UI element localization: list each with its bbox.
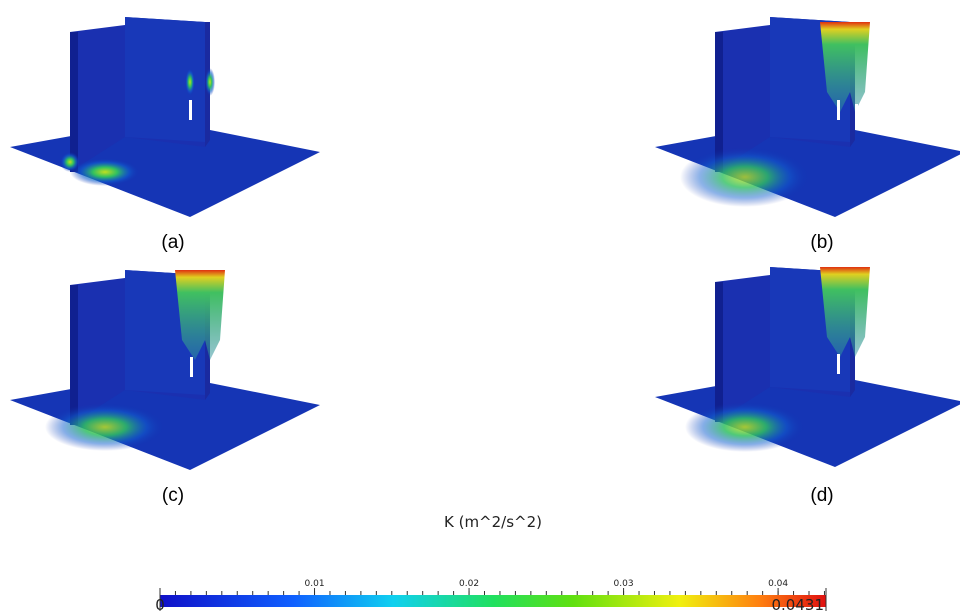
end-label: 0.0431	[772, 596, 825, 611]
panel-d	[655, 267, 960, 467]
tick-label: 0.03	[614, 579, 634, 589]
tick-label: 0.04	[768, 579, 788, 589]
colorbar	[160, 595, 826, 607]
panel-label: (d)	[810, 485, 833, 506]
figure: (a) (b) (c) (d) K (m^2/s^2) 0.01 0.02 0.03…	[0, 0, 960, 611]
tick-label: 0.02	[459, 579, 479, 589]
panel-label: (c)	[162, 485, 184, 506]
tick-label: 0.01	[305, 579, 325, 589]
panel-label: (a)	[161, 232, 184, 253]
colorbar-gradient	[160, 595, 826, 607]
panel-a	[10, 17, 320, 217]
panel-c	[10, 270, 320, 470]
end-label: 0	[155, 596, 165, 611]
panel-label: (b)	[810, 232, 833, 253]
colorbar-title: K (m^2/s^2)	[444, 513, 542, 531]
panel-b	[655, 17, 960, 217]
